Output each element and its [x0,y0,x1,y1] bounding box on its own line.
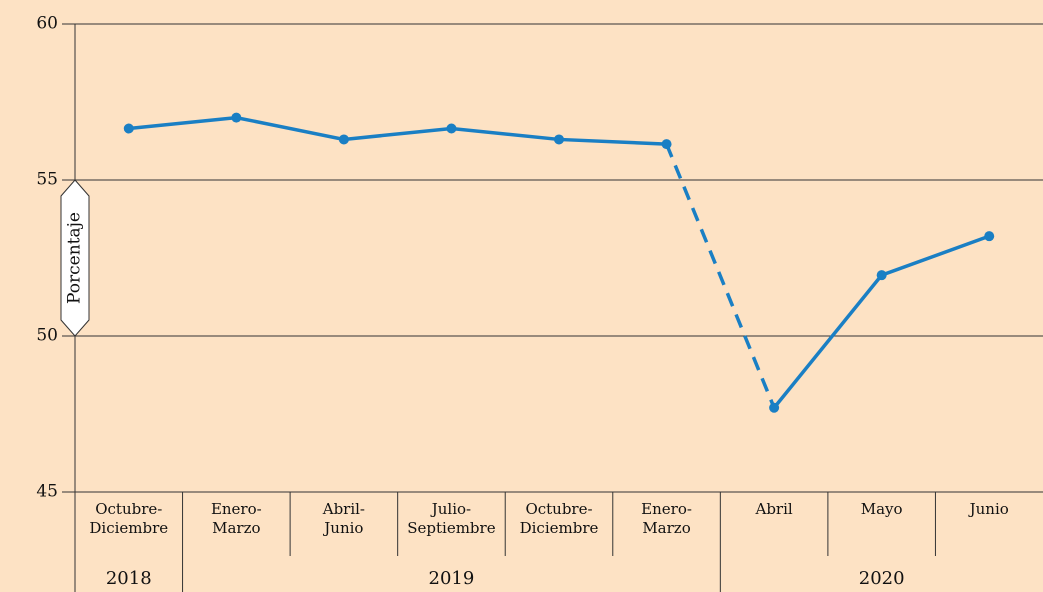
line [128,115,667,146]
x-tick-label: Junio [969,500,1009,518]
year-label: 2018 [105,568,152,589]
point [769,402,780,413]
point [984,231,995,242]
x-tick-label: Mayo [860,500,903,518]
x-tick-label: Abril [755,500,793,518]
x-tick-label: Abril- Junio [322,500,366,537]
x-tick-label: Octubre- Diciembre [89,500,169,537]
x-tick-label: Octubre- Diciembre [519,500,599,537]
y-axis-label: Porcentaje [65,212,85,304]
dashed-line [664,143,776,409]
point [446,123,457,134]
point [661,139,672,150]
y-label-box [60,179,90,337]
point [876,270,887,281]
y-tick-label: 60 [36,14,58,34]
year-label: 2019 [428,568,475,589]
point [338,134,349,145]
y-tick-label: 50 [36,326,58,346]
x-tick-label: Julio- Septiembre [407,500,496,537]
y-tick-label: 55 [36,170,58,190]
x-tick-label: Enero- Marzo [210,500,262,537]
x-tick-label: Enero- Marzo [641,500,692,537]
point [231,112,242,123]
line [772,234,990,409]
point [123,123,134,134]
y-tick-label: 45 [36,482,58,502]
point [554,134,564,145]
year-label: 2020 [858,568,905,589]
